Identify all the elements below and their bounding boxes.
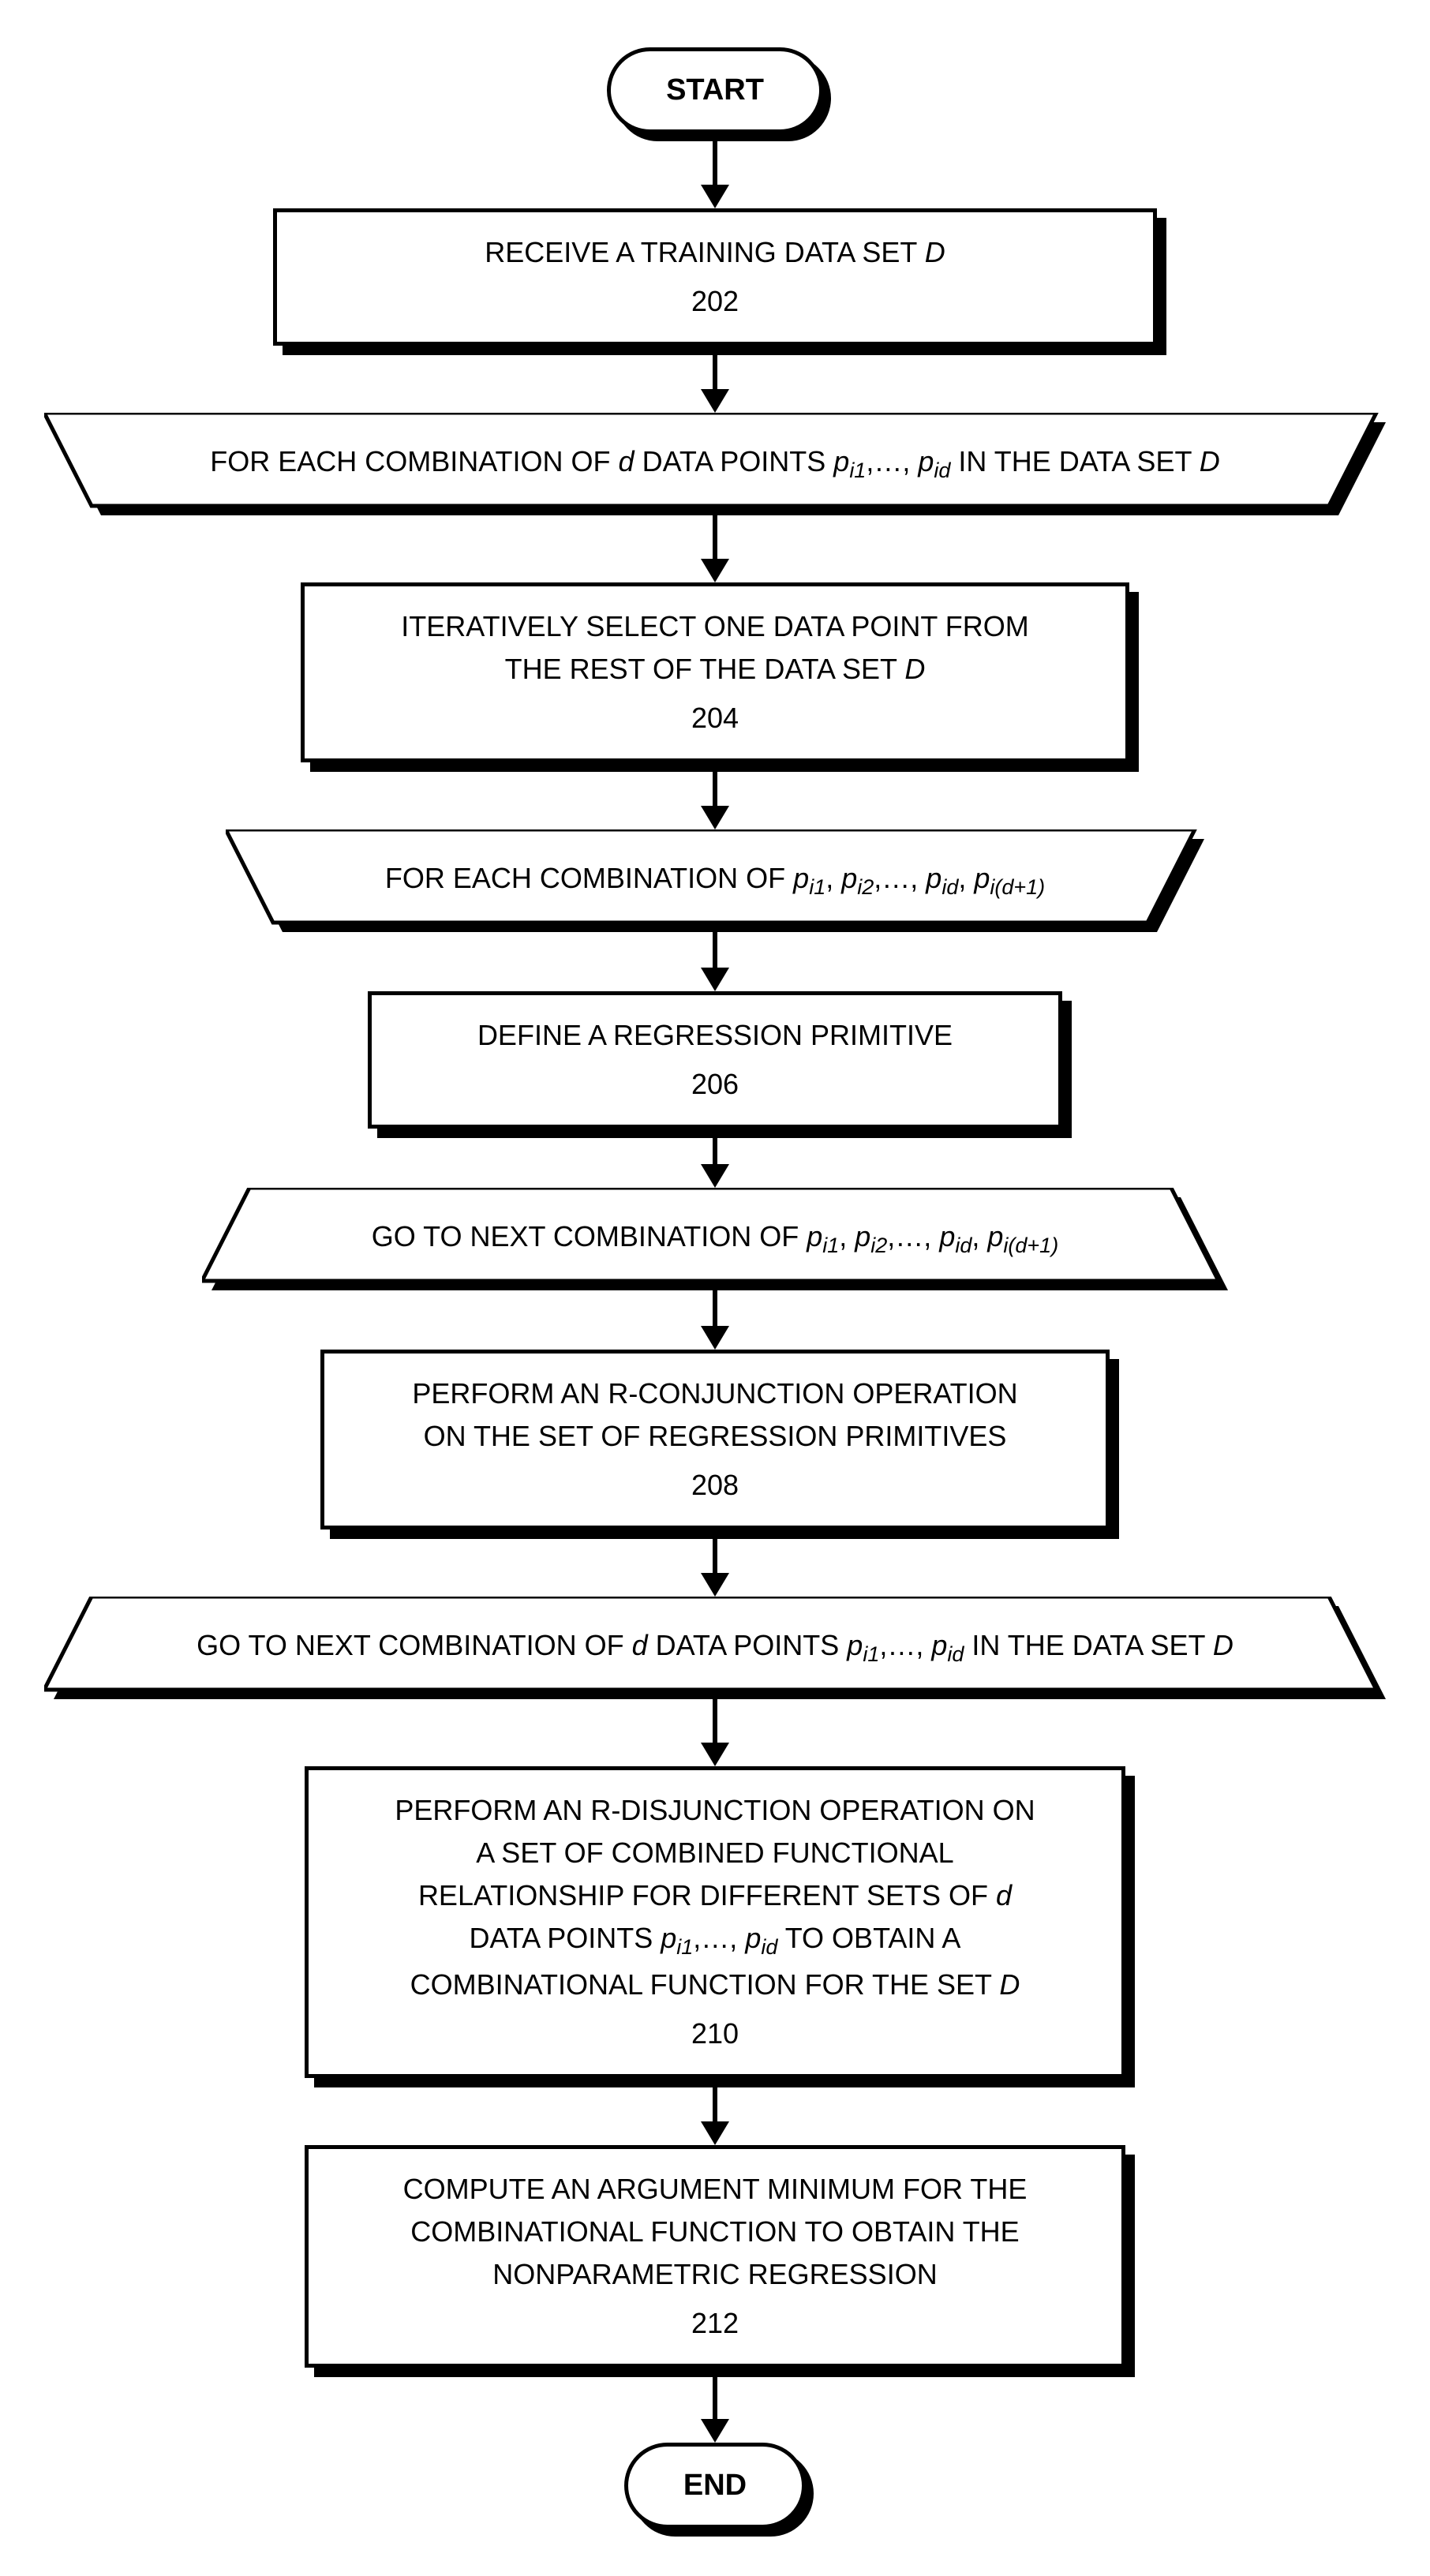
loop2-top-label: FOR EACH COMBINATION OF pi1, pi2,…, pid,… bbox=[275, 862, 1155, 900]
process-212-ref: 212 bbox=[340, 2302, 1090, 2345]
process-204: ITERATIVELY SELECT ONE DATA POINT FROMTH… bbox=[301, 582, 1129, 762]
arrow bbox=[701, 762, 729, 829]
process-206: DEFINE A REGRESSION PRIMITIVE 206 bbox=[368, 991, 1062, 1129]
process-204-ref: 204 bbox=[336, 697, 1094, 739]
process-202-ref: 202 bbox=[309, 280, 1121, 323]
loop1-bottom-label: GO TO NEXT COMBINATION OF d DATA POINTS … bbox=[111, 1629, 1319, 1667]
process-210-text: PERFORM AN R-DISJUNCTION OPERATION ONA S… bbox=[395, 1794, 1035, 2001]
arrow bbox=[701, 2368, 729, 2443]
arrow bbox=[701, 1530, 729, 1597]
arrow bbox=[701, 1290, 729, 1350]
process-210-ref: 210 bbox=[340, 2012, 1090, 2055]
process-206-text: DEFINE A REGRESSION PRIMITIVE bbox=[477, 1019, 953, 1051]
start-label: START bbox=[607, 47, 823, 133]
flowchart-container: START RECEIVE A TRAINING DATA SET D 202 … bbox=[44, 47, 1386, 2529]
end-label: END bbox=[624, 2443, 806, 2529]
end-terminator: END bbox=[624, 2443, 806, 2529]
arrow bbox=[701, 133, 729, 208]
process-208-text: PERFORM AN R-CONJUNCTION OPERATIONON THE… bbox=[412, 1377, 1017, 1452]
loop1-top-label: FOR EACH COMBINATION OF d DATA POINTS pi… bbox=[111, 445, 1319, 483]
loop2-bottom: GO TO NEXT COMBINATION OF pi1, pi2,…, pi… bbox=[202, 1188, 1228, 1290]
arrow bbox=[701, 1699, 729, 1766]
arrow bbox=[701, 2078, 729, 2145]
arrow bbox=[701, 932, 729, 991]
process-212-text: COMPUTE AN ARGUMENT MINIMUM FOR THECOMBI… bbox=[403, 2173, 1028, 2290]
arrow bbox=[701, 515, 729, 582]
process-202: RECEIVE A TRAINING DATA SET D 202 bbox=[273, 208, 1157, 346]
loop1-bottom: GO TO NEXT COMBINATION OF d DATA POINTS … bbox=[44, 1597, 1386, 1699]
process-202-text: RECEIVE A TRAINING DATA SET D bbox=[485, 236, 945, 268]
process-208-ref: 208 bbox=[356, 1464, 1074, 1507]
loop2-top: FOR EACH COMBINATION OF pi1, pi2,…, pid,… bbox=[226, 829, 1204, 932]
process-210: PERFORM AN R-DISJUNCTION OPERATION ONA S… bbox=[305, 1766, 1125, 2078]
arrow bbox=[701, 346, 729, 413]
process-208: PERFORM AN R-CONJUNCTION OPERATIONON THE… bbox=[320, 1350, 1110, 1530]
process-212: COMPUTE AN ARGUMENT MINIMUM FOR THECOMBI… bbox=[305, 2145, 1125, 2368]
process-204-text: ITERATIVELY SELECT ONE DATA POINT FROMTH… bbox=[401, 610, 1029, 685]
process-206-ref: 206 bbox=[403, 1063, 1027, 1106]
loop2-bottom-label: GO TO NEXT COMBINATION OF pi1, pi2,…, pi… bbox=[253, 1220, 1177, 1258]
start-terminator: START bbox=[607, 47, 823, 133]
loop1-top: FOR EACH COMBINATION OF d DATA POINTS pi… bbox=[44, 413, 1386, 515]
